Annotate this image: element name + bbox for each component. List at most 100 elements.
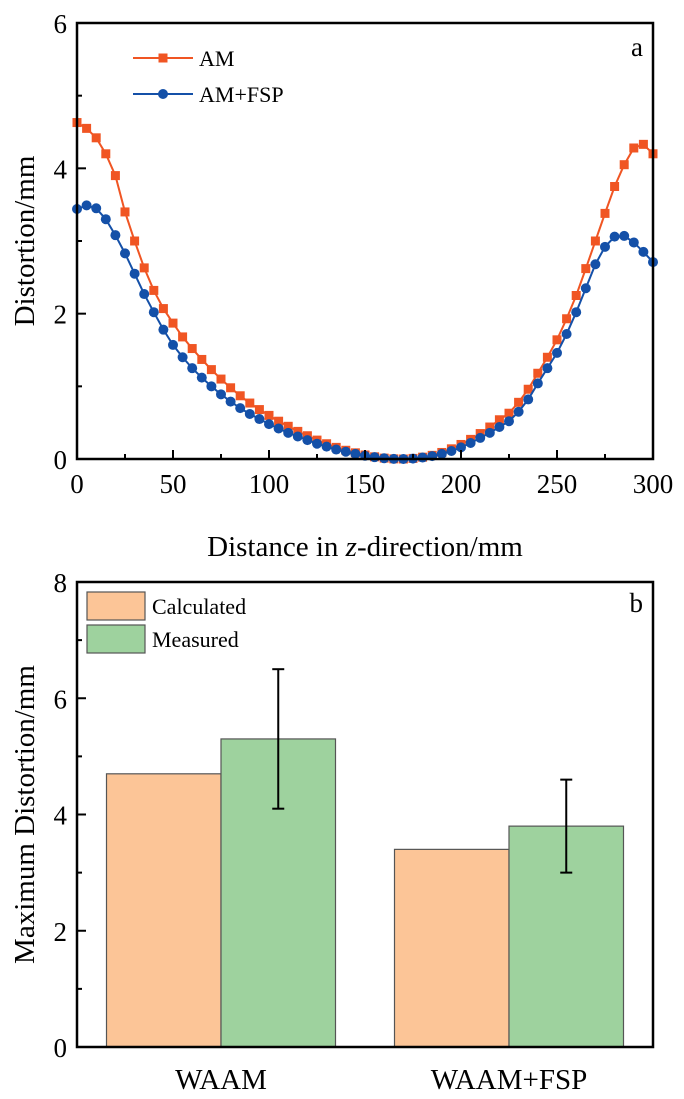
data-point [456,442,466,453]
data-point [436,448,447,459]
legend-swatch [86,591,146,621]
data-point [244,408,255,419]
data-point [293,426,303,436]
y-tick-label: 6 [54,684,68,714]
x-tick-label: 300 [633,469,674,499]
panel-a-plot-area [72,118,658,464]
data-point [590,236,600,246]
data-point [91,133,101,143]
x-axis-title-prefix: Distance in [207,531,346,563]
data-point [178,332,188,342]
data-point [274,416,284,426]
data-point [504,408,514,418]
data-point [552,335,562,345]
x-tick-label: 200 [441,469,482,499]
data-point [283,427,294,438]
y-tick-label: 4 [54,154,68,184]
legend-label: Calculated [152,594,246,619]
data-point [264,410,274,420]
panel-b-plot-area [105,668,625,1048]
x-tick-label: 150 [345,469,386,499]
data-point [446,446,457,457]
series-am-fsp [72,200,658,464]
data-point [542,352,552,362]
data-point [600,241,610,252]
data-point [494,415,504,425]
panel-b-ticks: 0 2 4 6 8 WAAM WAAM+FSP [54,568,588,1096]
data-point [149,285,159,295]
data-point [197,354,207,364]
data-point [82,123,92,133]
data-point [619,160,629,170]
data-point [245,398,255,408]
data-point [580,283,591,294]
data-point [110,230,121,241]
legend-item: AM [133,46,234,71]
data-point [216,374,226,384]
panel-b-y-axis-title: Maximum Distortion/mm [9,665,41,964]
panel-b-legend: Calculated Measured [86,591,246,654]
legend-label: Measured [152,627,239,652]
data-point [139,289,150,300]
data-point [196,372,207,383]
data-point [168,318,178,328]
data-point [494,422,505,433]
data-point [628,237,639,248]
data-point [168,339,178,350]
panel-b-bar-chart: 0 2 4 6 8 WAAM WAAM+FSP b Calculated Measured M… [9,568,655,1096]
data-point [581,264,591,274]
data-point [148,307,159,318]
data-point [523,384,533,394]
data-point [629,143,639,153]
data-point [139,263,149,273]
data-point [226,383,236,393]
data-point [513,406,524,417]
x-category-label: WAAM [175,1064,267,1096]
data-point [523,394,534,405]
data-point [532,378,543,389]
data-point [504,416,514,427]
data-point [158,304,168,314]
x-tick-label: 250 [537,469,578,499]
legend-item: Measured [86,624,239,654]
panel-b-label: b [630,588,644,618]
bar-calculated [105,773,222,1048]
data-point [235,391,245,401]
series-line [76,121,654,461]
data-point [283,421,293,431]
x-tick-label: 0 [70,469,84,499]
bar-group-waam-fsp [393,778,625,1048]
x-axis-title-variable: z [345,531,357,563]
error-bar [272,668,285,810]
panel-a-x-axis-title: Distance in z-direction/mm [207,531,523,563]
data-point [465,438,476,449]
data-point [475,432,486,443]
data-point [235,403,246,414]
data-point [321,441,332,452]
y-tick-label: 0 [54,445,68,475]
legend-swatch [86,624,146,654]
data-point [533,368,543,378]
data-point [225,396,236,407]
data-point [206,381,217,392]
data-point [91,203,102,214]
bar-calculated [393,848,510,1048]
data-point [590,259,601,270]
data-point [120,248,130,259]
data-point [350,448,361,459]
data-point [638,139,648,149]
data-point [571,307,582,318]
panel-a-ticks: 0 50 100 150 200 250 300 0 2 4 6 [54,9,674,499]
data-point [254,414,265,425]
y-tick-label: 8 [54,568,68,598]
data-point [302,435,313,446]
panel-a-line-chart: 0 50 100 150 200 250 300 0 2 4 6 a AM AM+FSP Distan… [9,9,673,563]
data-point [100,214,111,225]
data-point [561,329,572,340]
data-point [101,149,111,159]
series-am [72,118,658,464]
legend-label: AM+FSP [199,82,284,107]
x-tick-label: 50 [160,469,187,499]
x-category-label: WAAM+FSP [431,1064,588,1096]
